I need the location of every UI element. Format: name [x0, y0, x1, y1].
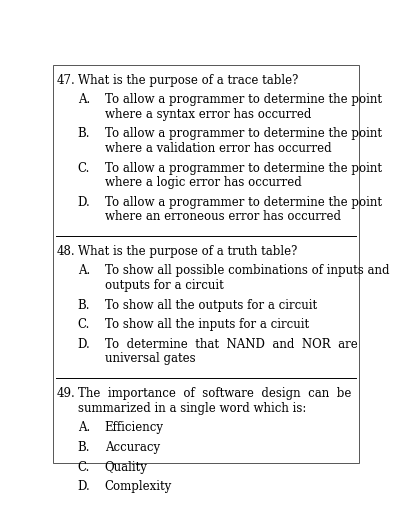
Text: B.: B. — [77, 299, 90, 312]
Text: 48.: 48. — [57, 245, 75, 258]
Text: Efficiency: Efficiency — [105, 421, 163, 434]
Text: To show all the inputs for a circuit: To show all the inputs for a circuit — [105, 318, 308, 331]
Text: summarized in a single word which is:: summarized in a single word which is: — [77, 402, 305, 415]
Text: Complexity: Complexity — [105, 480, 172, 493]
Text: where a validation error has occurred: where a validation error has occurred — [105, 142, 330, 155]
Text: where a logic error has occurred: where a logic error has occurred — [105, 176, 301, 189]
Text: C.: C. — [77, 460, 90, 473]
Text: D.: D. — [77, 338, 90, 351]
Text: To show all possible combinations of inputs and: To show all possible combinations of inp… — [105, 265, 388, 277]
Text: To allow a programmer to determine the point: To allow a programmer to determine the p… — [105, 93, 381, 106]
Text: A.: A. — [77, 421, 90, 434]
Text: A.: A. — [77, 265, 90, 277]
Text: What is the purpose of a truth table?: What is the purpose of a truth table? — [77, 245, 296, 258]
Text: where a syntax error has occurred: where a syntax error has occurred — [105, 108, 310, 121]
Text: To  determine  that  NAND  and  NOR  are: To determine that NAND and NOR are — [105, 338, 356, 351]
Text: To allow a programmer to determine the point: To allow a programmer to determine the p… — [105, 161, 381, 174]
Text: A.: A. — [77, 93, 90, 106]
Text: 49.: 49. — [57, 387, 76, 400]
Text: To allow a programmer to determine the point: To allow a programmer to determine the p… — [105, 196, 381, 209]
Text: C.: C. — [77, 161, 90, 174]
Text: D.: D. — [77, 196, 90, 209]
Text: where an erroneous error has occurred: where an erroneous error has occurred — [105, 210, 340, 223]
Text: Quality: Quality — [105, 460, 147, 473]
Text: To allow a programmer to determine the point: To allow a programmer to determine the p… — [105, 127, 381, 140]
Text: What is the purpose of a trace table?: What is the purpose of a trace table? — [77, 74, 297, 87]
Text: C.: C. — [77, 318, 90, 331]
Text: To show all the outputs for a circuit: To show all the outputs for a circuit — [105, 299, 316, 312]
Text: universal gates: universal gates — [105, 352, 195, 365]
Text: B.: B. — [77, 127, 90, 140]
Text: B.: B. — [77, 441, 90, 454]
Text: outputs for a circuit: outputs for a circuit — [105, 279, 223, 292]
Text: 47.: 47. — [57, 74, 76, 87]
Text: The  importance  of  software  design  can  be: The importance of software design can be — [77, 387, 350, 400]
Text: Accuracy: Accuracy — [105, 441, 160, 454]
Text: D.: D. — [77, 480, 90, 493]
